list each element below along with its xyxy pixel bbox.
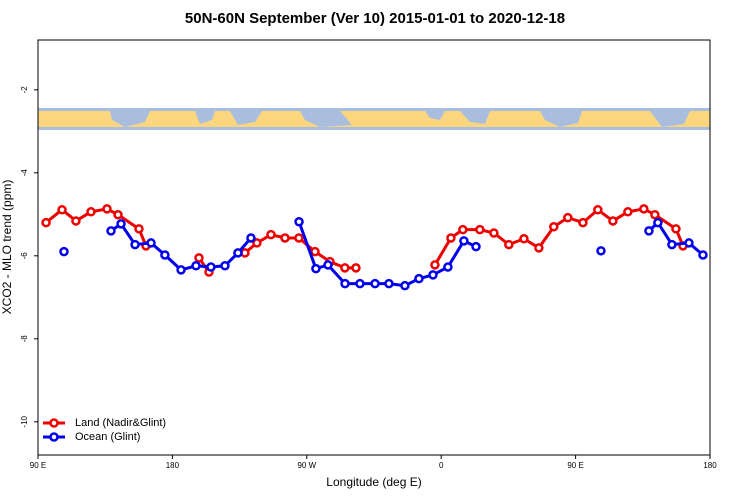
data-point <box>252 238 262 248</box>
data-point <box>698 250 708 260</box>
data-point <box>310 246 320 257</box>
data-point <box>370 278 380 289</box>
data-point <box>246 233 256 243</box>
data-point <box>134 224 144 234</box>
data-point <box>653 217 663 228</box>
legend-label: Ocean (Glint) <box>75 431 140 443</box>
data-point <box>311 263 321 274</box>
data-point <box>351 263 361 273</box>
data-point <box>266 229 276 240</box>
data-point <box>340 278 350 289</box>
data-point <box>146 238 156 248</box>
data-point <box>323 260 333 270</box>
data-point <box>41 217 51 228</box>
data-point <box>534 243 544 253</box>
data-point <box>86 207 96 217</box>
data-point <box>563 212 573 223</box>
data-point <box>430 260 440 270</box>
data-point <box>446 233 456 243</box>
data-point <box>116 219 126 229</box>
data-point <box>684 238 694 248</box>
data-point <box>414 273 424 284</box>
data-point <box>671 224 681 234</box>
data-point <box>160 250 170 260</box>
y-tick-label: -2 <box>20 86 29 94</box>
data-point <box>458 224 468 235</box>
data-point <box>220 261 230 271</box>
data-point <box>443 262 453 272</box>
data-point <box>280 233 290 243</box>
data-point <box>667 239 677 250</box>
series-line <box>433 207 685 266</box>
data-point <box>428 270 438 280</box>
series-line <box>297 221 477 288</box>
data-point <box>113 209 123 220</box>
legend-marker <box>49 432 59 442</box>
data-point <box>650 209 660 220</box>
data-point <box>294 217 304 227</box>
x-tick-label: 180 <box>166 461 180 470</box>
data-point <box>102 204 112 214</box>
data-point <box>340 263 350 273</box>
data-point <box>459 236 469 246</box>
data-point <box>355 278 365 289</box>
data-point <box>71 216 81 226</box>
data-point <box>623 207 633 217</box>
data-point <box>400 280 410 291</box>
data-point <box>578 217 588 228</box>
x-tick-label: 90 E <box>30 461 46 470</box>
y-axis-label: XCO2 - MLO trend (ppm) <box>0 180 14 315</box>
data-point <box>57 204 67 215</box>
data-point <box>294 233 304 243</box>
x-tick-label: 180 <box>703 461 717 470</box>
data-point <box>471 241 481 252</box>
y-tick-label: -8 <box>20 335 29 343</box>
data-point <box>233 248 243 258</box>
data-point <box>504 239 514 250</box>
chart-title: 50N-60N September (Ver 10) 2015-01-01 to… <box>185 10 565 27</box>
y-tick-label: -4 <box>20 169 29 177</box>
map-strip <box>38 108 710 130</box>
x-tick-label: 90 W <box>297 461 316 470</box>
data-point <box>106 226 116 236</box>
data-point <box>489 228 499 238</box>
y-tick-label: -10 <box>20 415 29 427</box>
data-point <box>639 204 649 214</box>
legend-label: Land (Nadir&Glint) <box>75 417 166 429</box>
data-point <box>191 261 201 271</box>
data-point <box>206 262 216 272</box>
data-point <box>549 222 559 232</box>
data-point <box>519 234 529 244</box>
data-point <box>59 246 69 257</box>
data-point <box>644 226 654 236</box>
legend-marker <box>49 418 59 428</box>
data-point <box>194 253 204 263</box>
data-point <box>384 278 394 289</box>
data-point <box>593 204 603 215</box>
data-point <box>176 265 186 275</box>
x-tick-label: 0 <box>439 461 444 470</box>
x-axis-label: Longitude (deg E) <box>326 475 421 489</box>
plot-frame <box>37 39 711 456</box>
data-point <box>475 224 485 235</box>
data-point <box>130 239 140 250</box>
data-point <box>596 246 606 256</box>
y-tick-label: -6 <box>20 252 29 260</box>
data-point <box>608 216 618 226</box>
x-tick-label: 90 E <box>567 461 583 470</box>
